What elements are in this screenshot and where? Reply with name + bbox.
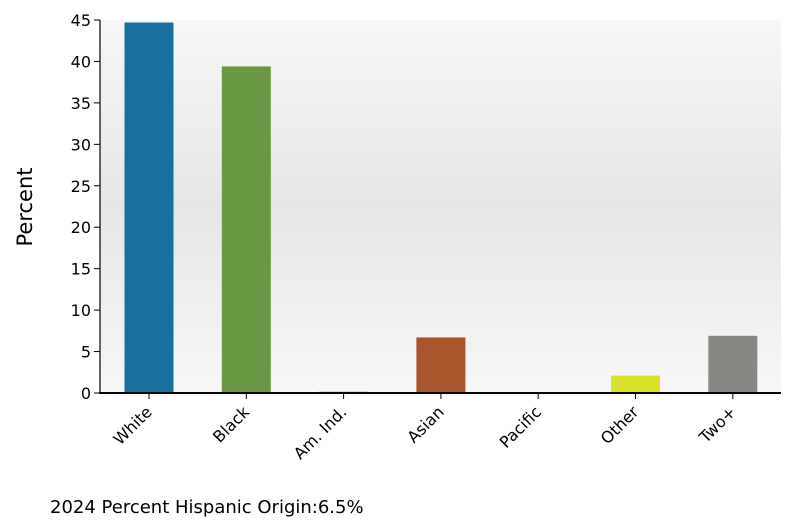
y-tick-label: 35	[71, 94, 91, 113]
bar-two	[708, 335, 758, 393]
y-tick-label: 15	[71, 260, 91, 279]
bar-asian	[416, 337, 466, 393]
y-tick-label: 0	[81, 384, 91, 403]
y-tick-label: 20	[71, 218, 91, 237]
x-tick-label: Am. Ind.	[290, 402, 351, 463]
x-ticks: White Black Am. Ind. Asian Pacific Other Two+	[109, 393, 740, 463]
x-tick-label: Black	[209, 402, 254, 447]
bar-other	[611, 375, 660, 393]
y-tick-label: 25	[71, 177, 91, 196]
y-tick-label: 10	[71, 301, 91, 320]
bar-white	[124, 22, 174, 394]
plot-background	[100, 20, 781, 393]
x-tick-label: Pacific	[496, 402, 545, 451]
y-tick-label: 5	[81, 343, 91, 362]
axes-layer	[99, 20, 781, 394]
y-ticks: 0 5 10 15 20 25 30 35 40 45	[71, 11, 100, 403]
y-tick-label: 45	[71, 11, 91, 30]
y-tick-label: 40	[71, 52, 91, 71]
x-tick-label: Asian	[403, 402, 447, 446]
y-axis-label: Percent	[13, 167, 37, 246]
y-tick-label: 30	[71, 135, 91, 154]
bar-black	[221, 66, 271, 393]
x-tick-label: White	[109, 402, 155, 448]
bars-layer	[124, 22, 758, 394]
x-tick-label: Two+	[695, 402, 740, 447]
hispanic-origin-note: 2024 Percent Hispanic Origin:6.5%	[50, 497, 364, 518]
x-tick-label: Other	[597, 402, 643, 448]
